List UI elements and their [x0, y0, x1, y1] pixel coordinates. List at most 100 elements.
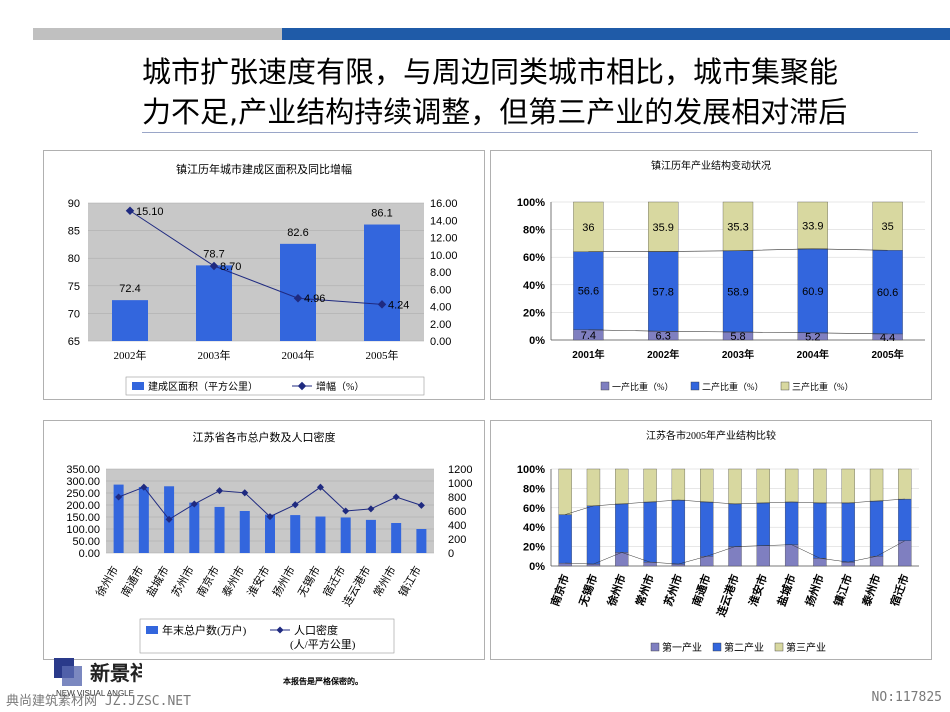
- y-left-tick-label: 90: [68, 198, 80, 210]
- stacked-bar-segment: [841, 561, 855, 567]
- stacked-bar-segment: [728, 503, 742, 547]
- stacked-bar-segment: [648, 201, 679, 252]
- x-tick-label: 南京市: [548, 572, 572, 608]
- y-right-tick-label: 1000: [448, 478, 472, 490]
- y-right-tick-label: 0: [448, 548, 454, 560]
- page-title-line-2: 力不足,产业结构持续调整，但第三产业的发展相对滞后: [142, 95, 848, 129]
- chart-panel-households-density: 江苏省各市总户数及人口密度 0.00 50.00 100.00 150.00 200.00…: [43, 420, 485, 660]
- legend-swatch: [780, 381, 790, 391]
- x-tick-label: 盐城市: [774, 572, 798, 608]
- series-connector: [588, 248, 888, 252]
- legend-label-line: 人口密度: [294, 623, 338, 637]
- bar: [138, 487, 149, 553]
- x-tick-label: 无锡市: [575, 572, 600, 609]
- bar: [280, 243, 316, 341]
- stacked-bar-segment: [813, 558, 827, 567]
- series-connector: [565, 498, 905, 515]
- stacked-bar-segment: [841, 468, 855, 504]
- stacked-bar-segment: [586, 563, 601, 567]
- stacked-bar-segment: [586, 468, 601, 507]
- bar: [365, 519, 376, 553]
- segment-data-label: 60.9: [802, 286, 823, 298]
- chart-title: 江苏省各市总户数及人口密度: [193, 430, 336, 444]
- stacked-bar-segment: [648, 251, 679, 332]
- y-tick-label: 0%: [529, 335, 545, 347]
- bar: [416, 529, 427, 553]
- x-tick-label: 淮安市: [746, 572, 770, 608]
- legend-swatch: [600, 381, 610, 391]
- industry-structure-chart: 镇江历年产业结构变动状况 0% 20% 40% 60% 80% 100% 7.4 56.6 36 2…: [517, 159, 925, 392]
- chart-panel-industry-structure: 镇江历年产业结构变动状况 0% 20% 40% 60% 80% 100% 7.4 56.6 36 2…: [490, 150, 932, 400]
- x-tick-label: 南京市: [194, 564, 223, 600]
- stacked-bar-segment: [784, 544, 799, 567]
- y-left-tick-label: 85: [68, 226, 80, 238]
- x-tick-label: 南通市: [118, 564, 147, 600]
- legend-swatch-marker: [276, 626, 284, 634]
- legend-swatch: [690, 381, 700, 391]
- chart-title: 江苏各市2005年产业结构比较: [646, 429, 776, 442]
- stacked-bar-segment: [558, 514, 572, 564]
- watermark-right: NO:117825: [871, 690, 942, 705]
- growth-data-label: 4.24: [388, 299, 409, 311]
- stacked-bar-segment: [797, 248, 828, 333]
- y-left-tick-label: 100.00: [66, 524, 100, 536]
- density-point: [291, 501, 299, 509]
- built-area-chart: 镇江历年城市建成区面积及同比增幅 65 70 75 80 85 90 0.00 2.00 4.00…: [68, 162, 458, 396]
- bar-data-label: 86.1: [371, 208, 392, 220]
- bar: [196, 265, 232, 341]
- bar: [112, 300, 148, 341]
- stacked-bar-segment: [898, 540, 912, 567]
- x-tick-label: 徐州市: [604, 572, 629, 609]
- confidential-note: 本报告是严格保密的。: [283, 677, 363, 686]
- x-tick-label: 淮安市: [244, 564, 273, 600]
- segment-data-label: 5.8: [730, 331, 745, 343]
- growth-point: [293, 293, 303, 303]
- chart-title: 镇江历年城市建成区面积及同比增幅: [176, 162, 352, 176]
- stacked-bar-segment: [756, 468, 770, 504]
- bar: [391, 523, 402, 553]
- x-tick-label: 镇江市: [831, 572, 855, 608]
- bar-data-label: 72.4: [119, 283, 140, 295]
- stacked-bar-segment: [558, 562, 572, 567]
- x-tick-label: 泰州市: [219, 564, 248, 600]
- y-left-tick-label: 75: [68, 281, 80, 293]
- stacked-bar-segment: [898, 468, 912, 500]
- page-title-line-1: 城市扩张速度有限，与周边同类城市相比，城市集聚能: [142, 55, 839, 89]
- x-tick-label: 无锡市: [294, 564, 323, 600]
- stacked-bar-segment: [700, 468, 714, 503]
- stacked-bar-segment: [756, 545, 770, 567]
- stacked-bar-segment: [898, 498, 912, 541]
- legend-label: 三产比重（%）: [792, 381, 854, 392]
- stacked-bar-segment: [558, 468, 572, 515]
- chart-title: 镇江历年产业结构变动状况: [651, 159, 771, 172]
- stacked-bar-segment: [722, 201, 754, 251]
- y-right-tick-label: 8.00: [430, 267, 451, 279]
- segment-data-label: 36: [582, 222, 594, 234]
- legend-label: 一产比重（%）: [612, 381, 674, 392]
- stacked-bar-segment: [615, 468, 629, 505]
- y-right-tick-label: 600: [448, 506, 466, 518]
- y-tick-label: 80%: [523, 483, 545, 495]
- y-right-tick-label: 1200: [448, 464, 472, 476]
- legend-swatch: [712, 642, 722, 652]
- x-tick-label: 南通市: [689, 572, 713, 608]
- y-tick-label: 100%: [517, 464, 545, 476]
- x-tick-label: 常州市: [370, 564, 399, 600]
- y-left-tick-label: 200.00: [66, 500, 100, 512]
- legend-swatch: [650, 642, 660, 652]
- legend-label: 二产比重（%）: [702, 381, 764, 392]
- segment-data-label: 6.3: [656, 331, 671, 343]
- title-divider: [142, 132, 918, 133]
- stacked-bar-segment: [813, 502, 827, 559]
- y-right-tick-label: 14.00: [430, 215, 458, 227]
- x-tick-label: 镇江市: [395, 564, 424, 600]
- series-connector: [565, 540, 905, 565]
- stacked-bar-segment: [722, 250, 754, 333]
- y-right-tick-label: 2.00: [430, 319, 451, 331]
- growth-data-label: 15.10: [136, 206, 164, 218]
- stacked-bar-segment: [841, 502, 855, 563]
- x-tick-label: 2002年: [647, 348, 679, 361]
- stacked-bar-segment: [869, 556, 884, 567]
- x-tick-label: 2002年: [114, 348, 147, 362]
- y-tick-label: 60%: [523, 252, 545, 264]
